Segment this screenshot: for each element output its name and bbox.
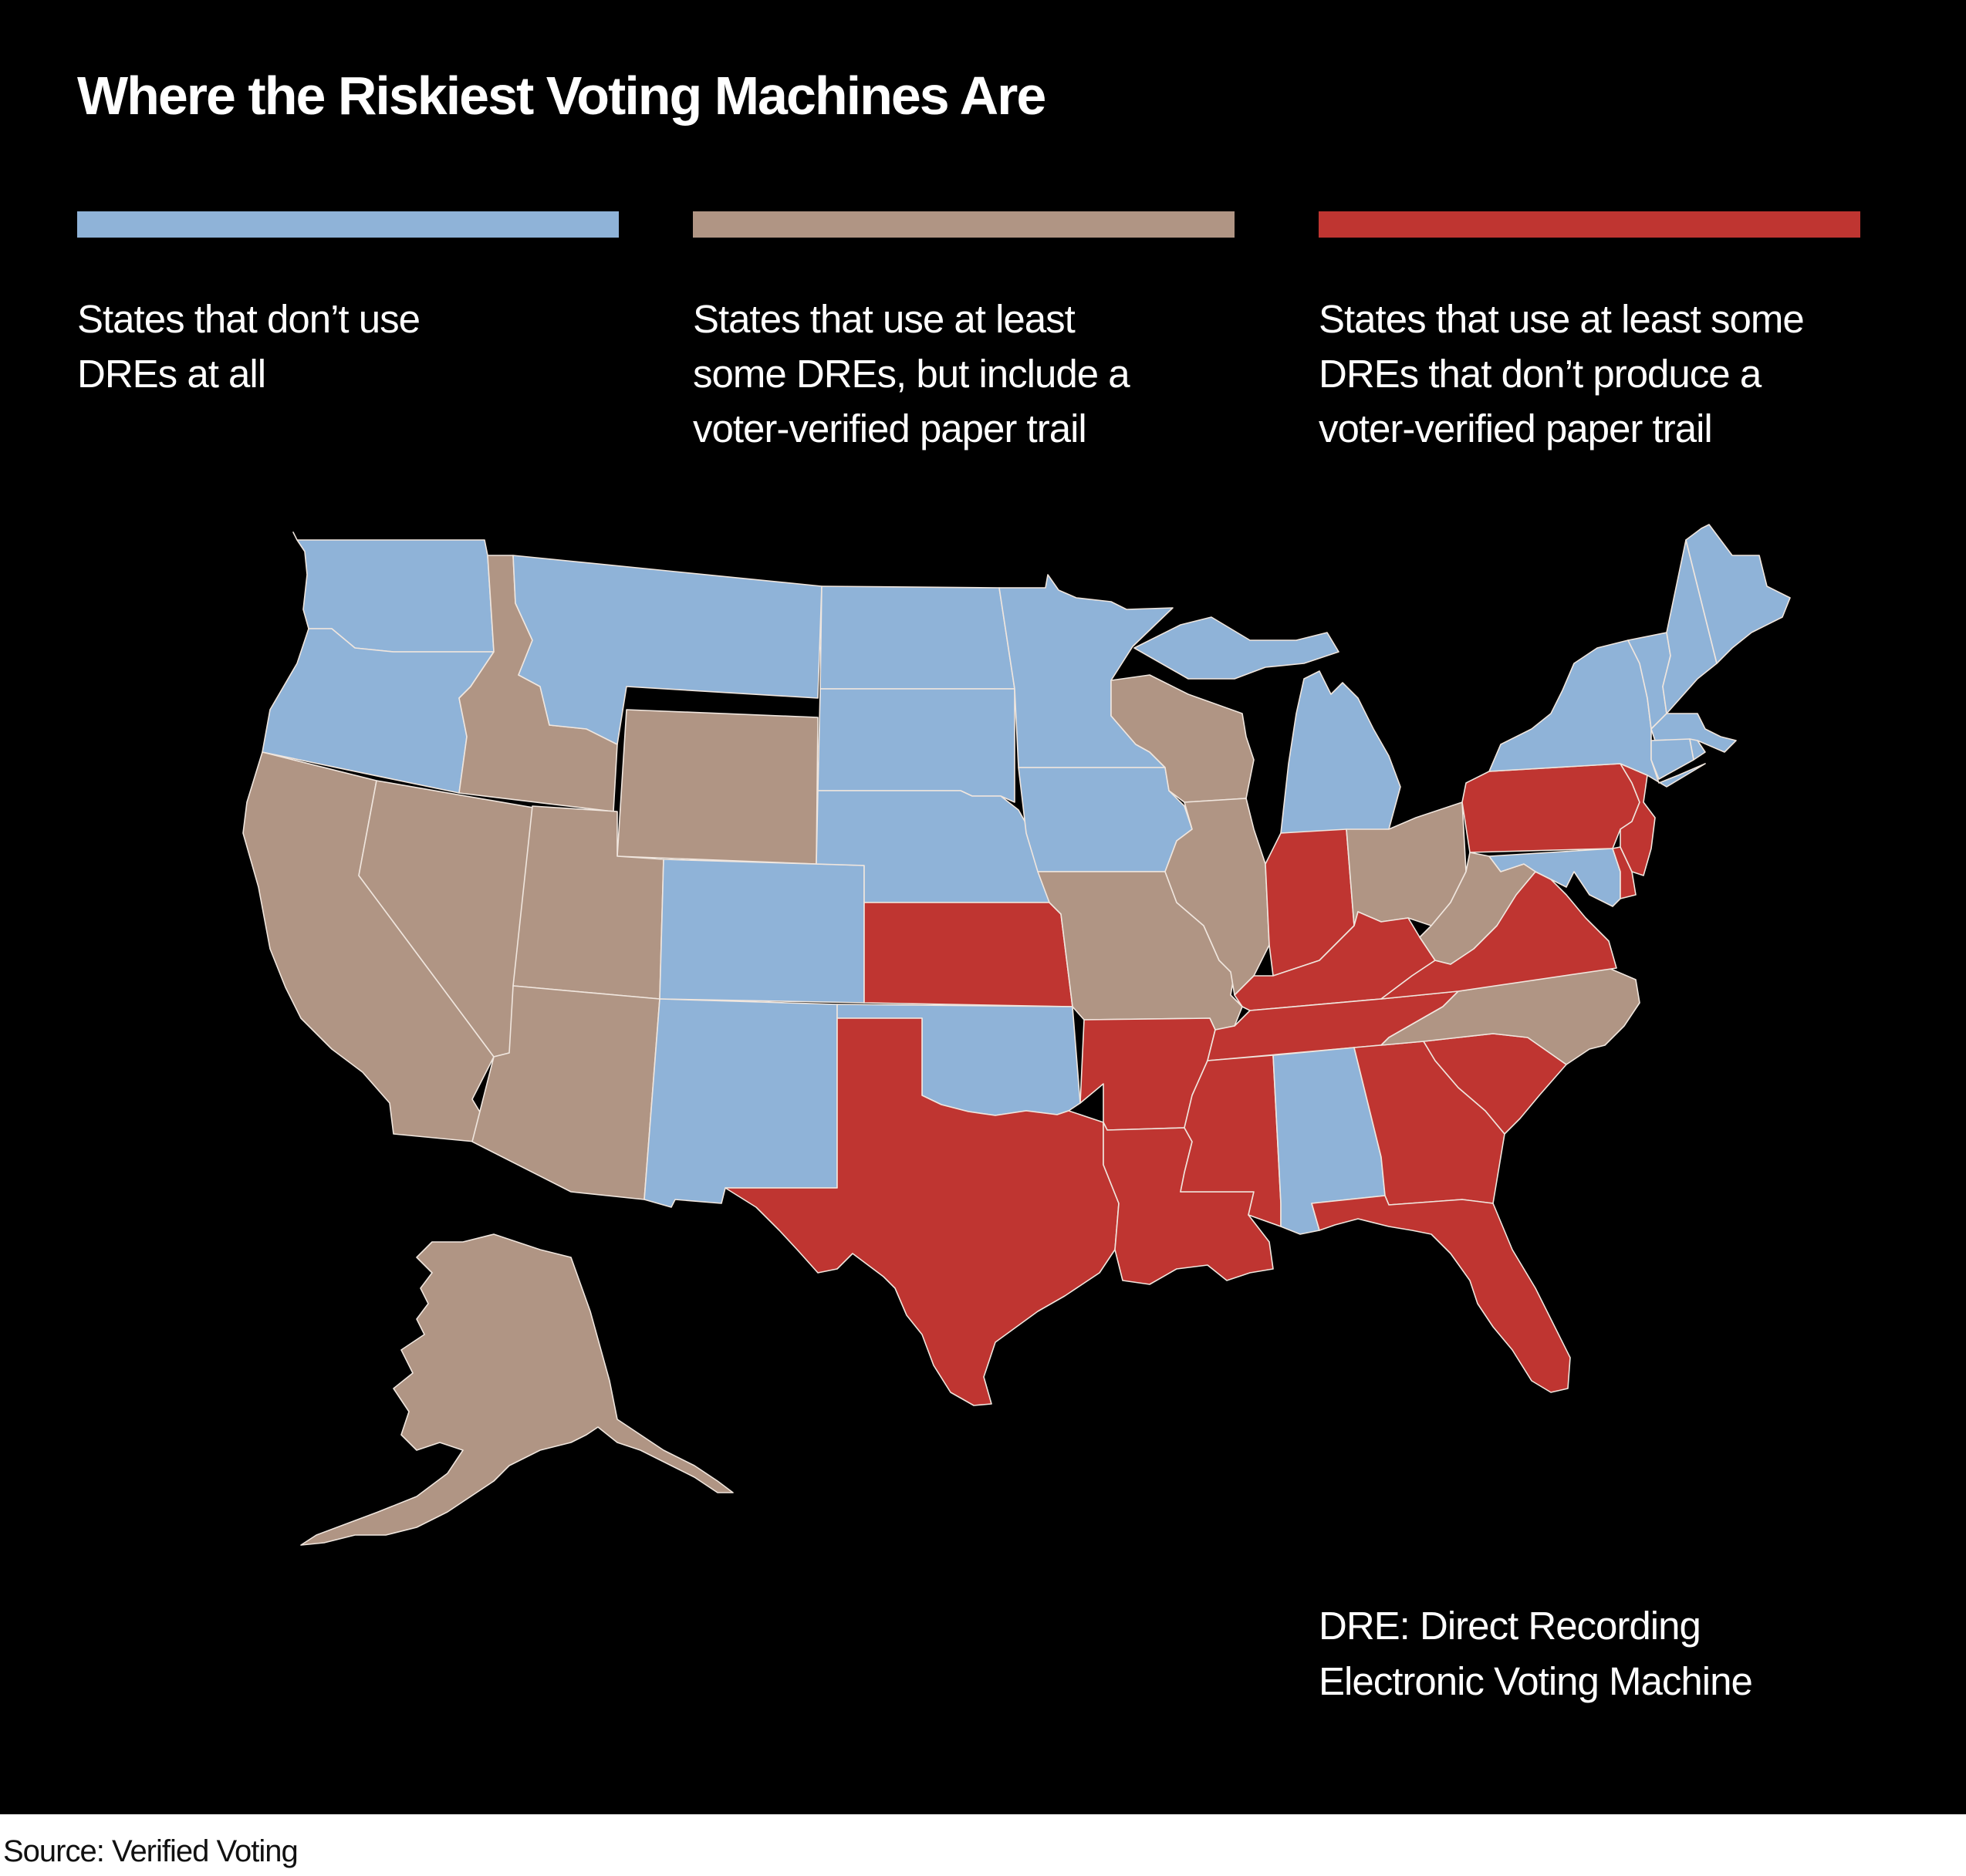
state-nm bbox=[644, 998, 838, 1208]
source-credit: Source: Verified Voting bbox=[3, 1834, 299, 1868]
state-il bbox=[1164, 798, 1270, 996]
legend-swatch-dre-no-paper bbox=[1319, 211, 1860, 238]
legend-item-dre-no-paper: States that use at least some DREs that … bbox=[1319, 211, 1860, 456]
state-ks bbox=[863, 902, 1073, 1007]
state-ct bbox=[1650, 738, 1694, 780]
state-mt bbox=[512, 555, 823, 745]
state-nc bbox=[1380, 967, 1640, 1065]
legend-label-line: States that don’t use bbox=[77, 297, 421, 341]
note-line: Electronic Voting Machine bbox=[1319, 1659, 1753, 1703]
state-pa bbox=[1461, 763, 1640, 853]
legend-label-line: DREs that don’t produce a bbox=[1319, 352, 1762, 396]
state-fl bbox=[1311, 1195, 1571, 1393]
us-map bbox=[242, 524, 1791, 1546]
state-me bbox=[1685, 524, 1791, 664]
legend-swatch-dre-with-paper bbox=[693, 211, 1235, 238]
state-mi bbox=[1133, 616, 1401, 834]
legend-label-line: States that use at least bbox=[693, 297, 1076, 341]
legend-label-no-dre: States that don’t use DREs at all bbox=[77, 292, 619, 401]
legend-label-dre-with-paper: States that use at least some DREs, but … bbox=[693, 292, 1235, 456]
legend-label-line: some DREs, but include a bbox=[693, 352, 1130, 396]
state-nj bbox=[1620, 763, 1656, 876]
state-tx bbox=[725, 1017, 1120, 1406]
legend-label-line: voter-verified paper trail bbox=[693, 407, 1087, 450]
legend-label-line: States that use at least some bbox=[1319, 297, 1805, 341]
legend-label-line: DREs at all bbox=[77, 352, 266, 396]
legend-label-dre-no-paper: States that use at least some DREs that … bbox=[1319, 292, 1860, 456]
legend-swatch-no-dre bbox=[77, 211, 619, 238]
state-ia bbox=[1018, 767, 1193, 872]
legend-item-no-dre: States that don’t use DREs at all bbox=[77, 211, 619, 401]
state-sd bbox=[817, 688, 1015, 803]
state-co bbox=[659, 859, 865, 1004]
note-line: DRE: Direct Recording bbox=[1319, 1604, 1701, 1648]
state-wy bbox=[616, 709, 819, 865]
state-ak bbox=[300, 1233, 734, 1546]
dre-definition-note: DRE: Direct Recording Electronic Voting … bbox=[1319, 1598, 1753, 1709]
legend-item-dre-with-paper: States that use at least some DREs, but … bbox=[693, 211, 1235, 456]
state-ri bbox=[1689, 738, 1706, 761]
chart-title: Where the Riskiest Voting Machines Are bbox=[77, 66, 1046, 126]
legend-label-line: voter-verified paper trail bbox=[1319, 407, 1713, 450]
state-nd bbox=[819, 585, 1015, 690]
